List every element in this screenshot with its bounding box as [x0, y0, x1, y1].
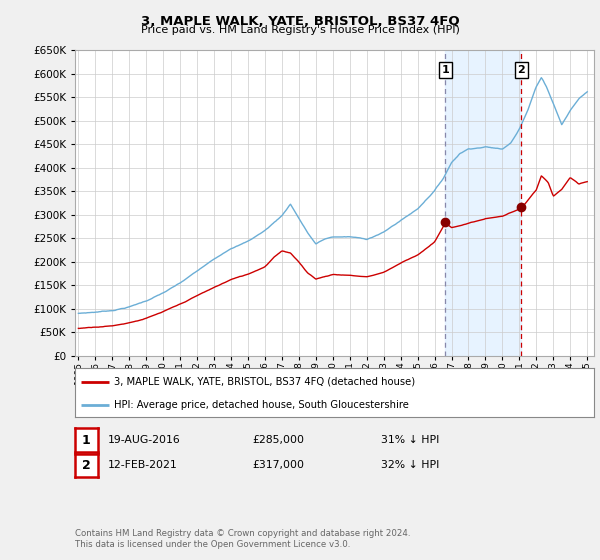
Text: Contains HM Land Registry data © Crown copyright and database right 2024.
This d: Contains HM Land Registry data © Crown c…: [75, 529, 410, 549]
Text: 31% ↓ HPI: 31% ↓ HPI: [381, 435, 439, 445]
Text: 32% ↓ HPI: 32% ↓ HPI: [381, 460, 439, 470]
Text: 12-FEB-2021: 12-FEB-2021: [108, 460, 178, 470]
Text: £285,000: £285,000: [252, 435, 304, 445]
Text: 3, MAPLE WALK, YATE, BRISTOL, BS37 4FQ (detached house): 3, MAPLE WALK, YATE, BRISTOL, BS37 4FQ (…: [114, 377, 415, 387]
Text: 1: 1: [82, 433, 91, 447]
Text: 19-AUG-2016: 19-AUG-2016: [108, 435, 181, 445]
Text: 1: 1: [442, 65, 449, 75]
Text: 2: 2: [82, 459, 91, 472]
Text: 3, MAPLE WALK, YATE, BRISTOL, BS37 4FQ: 3, MAPLE WALK, YATE, BRISTOL, BS37 4FQ: [140, 15, 460, 27]
Text: Price paid vs. HM Land Registry's House Price Index (HPI): Price paid vs. HM Land Registry's House …: [140, 25, 460, 35]
Text: £317,000: £317,000: [252, 460, 304, 470]
Bar: [445, 50, 521, 356]
Text: HPI: Average price, detached house, South Gloucestershire: HPI: Average price, detached house, Sout…: [114, 400, 409, 410]
Text: 2: 2: [518, 65, 525, 75]
